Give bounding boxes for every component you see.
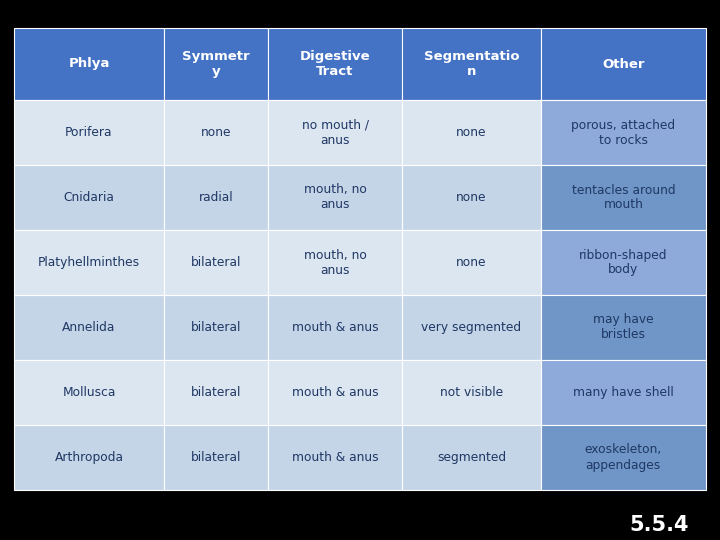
Bar: [268, 100, 402, 165]
Text: very segmented: very segmented: [421, 321, 521, 334]
Text: Phlya: Phlya: [68, 57, 109, 71]
Text: bilateral: bilateral: [191, 256, 241, 269]
Text: mouth, no
anus: mouth, no anus: [304, 184, 366, 212]
Text: none: none: [456, 191, 487, 204]
Bar: [14, 230, 164, 295]
Bar: [268, 360, 402, 425]
Text: not visible: not visible: [440, 386, 503, 399]
Text: 5.5.4: 5.5.4: [629, 515, 689, 535]
Text: Porifera: Porifera: [66, 126, 113, 139]
Text: bilateral: bilateral: [191, 451, 241, 464]
Bar: [268, 230, 402, 295]
Bar: [541, 425, 706, 490]
Text: bilateral: bilateral: [191, 386, 241, 399]
Text: no mouth /
anus: no mouth / anus: [302, 118, 369, 146]
Bar: [268, 165, 402, 230]
Text: mouth & anus: mouth & anus: [292, 386, 378, 399]
Bar: [14, 425, 164, 490]
Bar: [541, 230, 706, 295]
Bar: [268, 425, 402, 490]
Text: many have shell: many have shell: [573, 386, 674, 399]
Text: Cnidaria: Cnidaria: [63, 191, 114, 204]
Text: Symmetr
y: Symmetr y: [182, 50, 250, 78]
Bar: [541, 100, 706, 165]
Bar: [164, 28, 268, 100]
Text: none: none: [456, 256, 487, 269]
Text: none: none: [456, 126, 487, 139]
Bar: [14, 165, 164, 230]
Bar: [541, 165, 706, 230]
Text: Segmentatio
n: Segmentatio n: [423, 50, 519, 78]
Text: Digestive
Tract: Digestive Tract: [300, 50, 370, 78]
Text: segmented: segmented: [437, 451, 506, 464]
Text: Platyhellminthes: Platyhellminthes: [38, 256, 140, 269]
Text: Mollusca: Mollusca: [62, 386, 116, 399]
Bar: [164, 165, 268, 230]
Text: mouth & anus: mouth & anus: [292, 451, 378, 464]
Text: none: none: [201, 126, 231, 139]
Text: porous, attached
to rocks: porous, attached to rocks: [571, 118, 675, 146]
Text: exoskeleton,
appendages: exoskeleton, appendages: [585, 443, 662, 471]
Bar: [402, 360, 541, 425]
Text: ribbon-shaped
body: ribbon-shaped body: [579, 248, 667, 276]
Bar: [164, 295, 268, 360]
Bar: [541, 360, 706, 425]
Text: Other: Other: [602, 57, 644, 71]
Bar: [402, 165, 541, 230]
Bar: [402, 295, 541, 360]
Bar: [164, 230, 268, 295]
Bar: [402, 230, 541, 295]
Text: tentacles around
mouth: tentacles around mouth: [572, 184, 675, 212]
Bar: [402, 425, 541, 490]
Bar: [402, 100, 541, 165]
Bar: [164, 100, 268, 165]
Bar: [598, 510, 720, 540]
Bar: [402, 28, 541, 100]
Bar: [268, 28, 402, 100]
Text: radial: radial: [199, 191, 233, 204]
Bar: [268, 295, 402, 360]
Text: bilateral: bilateral: [191, 321, 241, 334]
Text: Annelida: Annelida: [62, 321, 116, 334]
Bar: [14, 360, 164, 425]
Bar: [14, 100, 164, 165]
Text: mouth, no
anus: mouth, no anus: [304, 248, 366, 276]
Text: mouth & anus: mouth & anus: [292, 321, 378, 334]
Bar: [541, 28, 706, 100]
Bar: [14, 295, 164, 360]
Text: may have
bristles: may have bristles: [593, 314, 654, 341]
Bar: [164, 425, 268, 490]
Bar: [14, 28, 164, 100]
Bar: [541, 295, 706, 360]
Text: Arthropoda: Arthropoda: [55, 451, 123, 464]
Bar: [164, 360, 268, 425]
